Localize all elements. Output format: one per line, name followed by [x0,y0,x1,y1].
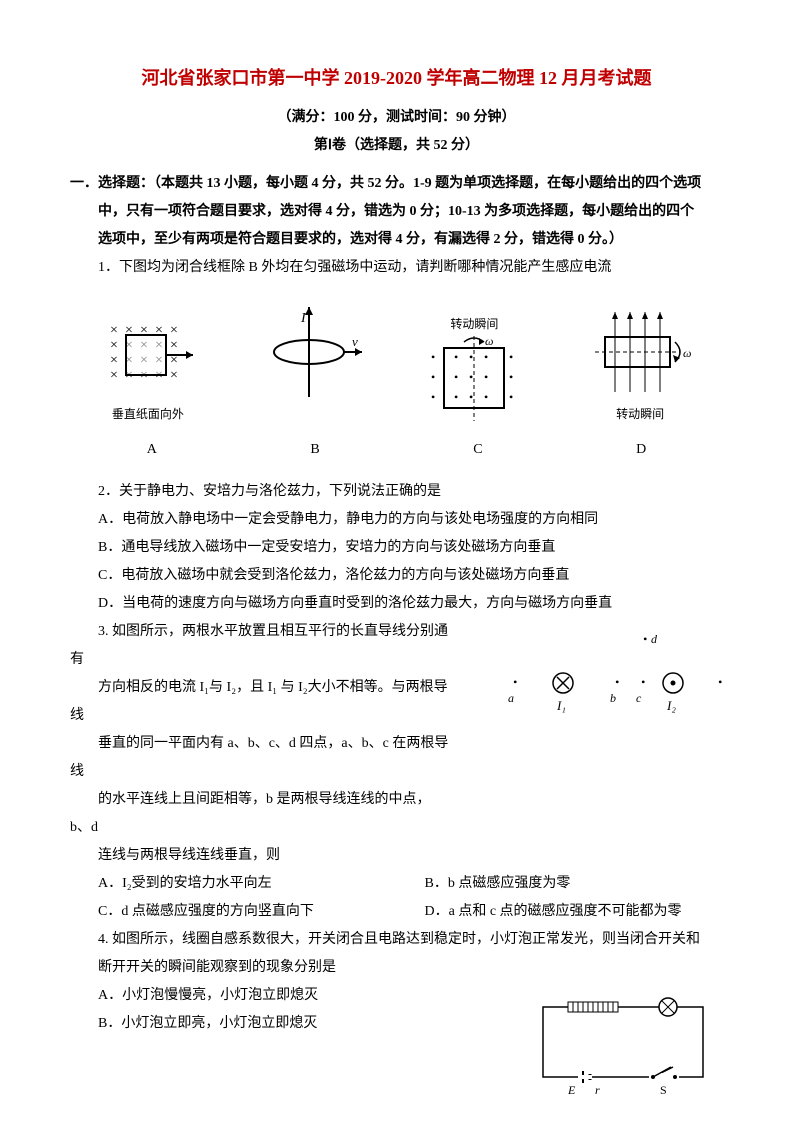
q1-fig-b: I v [254,302,364,426]
instructions-line3: 选项中，至少有两项是符合题目要求的，选对得 4 分，有漏选得 2 分，错选得 0… [70,226,723,254]
svg-text:•: • [509,370,513,384]
svg-text:c: c [636,691,642,705]
svg-text:•: • [643,632,647,646]
q4-l1: 4. 如图所示，线圈自感系数很大，开关闭合且电路达到稳定时，小灯泡正常发光，则当… [70,926,723,954]
svg-text:×: × [170,323,178,338]
q2-optC: C．电荷放入磁场中就会受到洛伦兹力，洛伦兹力的方向与该处磁场方向垂直 [70,562,723,590]
svg-text:×: × [170,338,178,353]
q1-figures: ××××× ××××× ××××× ××××× 垂直纸面向外 I v 转动瞬间 [70,302,723,426]
q3-block: 3. 如图所示，两根水平放置且相互平行的长直导线分别通有 方向相反的电流 I₁与… [70,618,723,870]
svg-text:•: • [615,675,619,689]
q3-l4: 的水平连线上且间距相等，b 是两根导线连线的中点，b、d [70,786,449,842]
svg-text:•: • [454,370,458,384]
svg-text:×: × [110,353,118,368]
instructions-line2: 中，只有一项符合题目要求，选对得 4 分，错选为 0 分；10-13 为多项选择… [70,198,723,226]
label-a: A [147,436,157,464]
q4-l2: 断开开关的瞬间能观察到的现象分别是 [70,954,723,982]
svg-text:•: • [454,390,458,404]
q1-labels: A B C D [70,436,723,464]
q1-fig-a: ××××× ××××× ××××× ××××× 垂直纸面向外 [98,312,198,426]
q2-optB: B．通电导线放入磁场中一定受安培力，安培力的方向与该处磁场方向垂直 [70,534,723,562]
svg-text:v: v [352,334,358,349]
label-b: B [310,436,319,464]
svg-text:a: a [508,691,514,705]
q1-fig-d: ω 转动瞬间 [585,307,695,426]
q4-block: 4. 如图所示，线圈自感系数很大，开关闭合且电路达到稳定时，小灯泡正常发光，则当… [70,926,723,1038]
svg-text:×: × [110,338,118,353]
q3-optB: B．b 点磁感应强度为零 [397,870,724,898]
q3-l3: 垂直的同一平面内有 a、b、c、d 四点，a、b、c 在两根导线 [70,730,449,786]
svg-text:d: d [651,632,658,646]
q3-optD: D．a 点和 c 点的磁感应强度不可能都为零 [397,898,724,926]
svg-text:•: • [431,390,435,404]
svg-text:S: S [660,1083,667,1097]
q2-optD: D．当电荷的速度方向与磁场方向垂直时受到的洛伦兹力最大，方向与磁场方向垂直 [70,590,723,618]
q3-optA: A．I₂受到的安培力水平向左 [70,870,397,898]
svg-text:b: b [610,691,616,705]
svg-text:I₂: I₂ [666,698,676,713]
svg-text:•: • [431,370,435,384]
svg-text:ω: ω [683,346,691,360]
q2-optA: A．电荷放入静电场中一定会受静电力，静电力的方向与该处电场强度的方向相同 [70,506,723,534]
q2-stem: 2．关于静电力、安培力与洛伦兹力，下列说法正确的是 [70,478,723,506]
svg-text:•: • [509,350,513,364]
exam-subtitle: （满分：100 分，测试时间：90 分钟） [70,104,723,132]
q1-figA-note: 垂直纸面向外 [112,402,184,426]
svg-text:×: × [110,368,118,383]
label-c: C [473,436,482,464]
q1-figD-note: 转动瞬间 [616,402,664,426]
svg-text:•: • [484,370,488,384]
svg-text:•: • [469,370,473,384]
q3-l5: 连线与两根导线连线垂直，则 [70,842,449,870]
svg-text:E: E [567,1083,576,1097]
svg-text:r: r [595,1083,600,1097]
svg-text:•: • [431,350,435,364]
svg-text:•: • [469,390,473,404]
svg-text:•: • [513,675,517,689]
instructions: 一．选择题：（本题共 13 小题，每小题 4 分，共 52 分。1-9 题为单项… [70,170,723,254]
q1-fig-c: 转动瞬间 ω • • • • • • • • • • • • • • • [419,312,529,426]
q3-options: A．I₂受到的安培力水平向左 B．b 点磁感应强度为零 C．d 点磁感应强度的方… [70,870,723,926]
svg-text:•: • [484,350,488,364]
q3-l1: 3. 如图所示，两根水平放置且相互平行的长直导线分别通有 [70,618,449,674]
q1-figC-note: 转动瞬间 [450,312,498,336]
svg-text:•: • [454,350,458,364]
q3-l2: 方向相反的电流 I₁与 I₂，且 I₁ 与 I₂大小不相等。与两根导线 [70,674,449,730]
q3-figure: • d I₁ I₂ • a • b • c • [483,628,733,729]
svg-text:I₁: I₁ [556,698,566,713]
svg-text:•: • [469,350,473,364]
q3-optC: C．d 点磁感应强度的方向竖直向下 [70,898,397,926]
svg-text:ω: ω [485,336,493,348]
exam-title: 河北省张家口市第一中学 2019-2020 学年高二物理 12 月月考试题 [70,60,723,96]
svg-text:×: × [110,323,118,338]
section-header: 第Ⅰ卷（选择题，共 52 分） [70,132,723,160]
svg-text:•: • [484,390,488,404]
label-d: D [636,436,646,464]
svg-text:•: • [509,390,513,404]
q1-stem: 1．下图均为闭合线框除 B 外均在匀强磁场中运动，请判断哪种情况能产生感应电流 [70,254,723,282]
svg-text:•: • [641,675,645,689]
q4-figure: E r S [523,997,723,1108]
svg-text:•: • [718,675,722,689]
instructions-line1: 一．选择题：（本题共 13 小题，每小题 4 分，共 52 分。1-9 题为单项… [70,170,723,198]
svg-text:×: × [170,368,178,383]
